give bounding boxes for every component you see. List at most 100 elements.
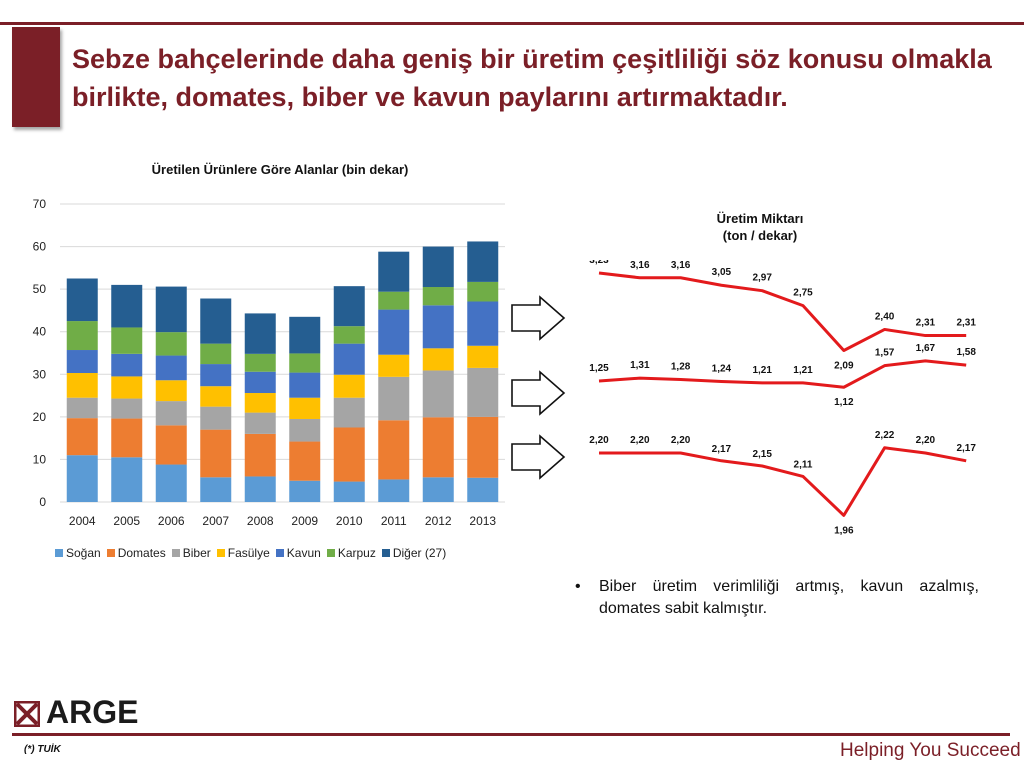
bullet-dot-icon: •	[575, 578, 581, 595]
bar-segment	[200, 343, 232, 365]
data-label: 3,16	[630, 260, 650, 271]
bar-segment	[111, 376, 143, 399]
x-tick-label: 2005	[113, 514, 140, 528]
x-tick-label: 2009	[291, 514, 318, 528]
bar-segment	[200, 406, 232, 430]
arge-logo-mark-icon	[14, 701, 40, 727]
bar-segment	[333, 343, 365, 375]
area-chart-title: Üretilen Ürünlere Göre Alanlar (bin deka…	[151, 162, 409, 177]
data-label: 1,96	[834, 525, 854, 536]
bar-segment	[111, 457, 143, 502]
bar-segment	[244, 313, 276, 354]
bar-segment	[155, 401, 187, 426]
data-label: 1,21	[752, 365, 772, 376]
arrow-right-icon	[511, 370, 566, 416]
data-label: 3,16	[671, 260, 691, 271]
data-label: 2,31	[956, 318, 976, 329]
data-label: 1,67	[916, 343, 936, 354]
bar-segment	[467, 367, 499, 417]
area-stacked-bar-chart: 0 10 20 30 40 50 60 70 2004 2005 2006 2007 2008 2009 2…	[33, 197, 505, 528]
bar-segment	[378, 354, 410, 377]
legend-label: Diğer (27)	[392, 546, 447, 560]
legend-label: Domates	[117, 546, 166, 560]
legend-item: Diğer (27)	[381, 546, 447, 560]
page-title: Sebze bahçelerinde daha geniş bir üretim…	[72, 44, 992, 112]
data-label: 3,05	[712, 267, 732, 278]
y-tick-label: 40	[33, 325, 47, 339]
bar-segment	[111, 327, 143, 354]
bar-segment	[422, 417, 454, 478]
bar-segment	[333, 397, 365, 428]
yield-line-chart: 3,23 3,16 3,16 3,05 2,97 2,75 2,09 2,40 2,31 2,31…	[511, 260, 976, 536]
bar-segment	[200, 298, 232, 344]
bar-segment	[378, 291, 410, 310]
legend-item: Kavun	[275, 546, 321, 560]
yield-chart-title-line2: (ton / dekar)	[722, 228, 798, 243]
x-tick-label: 2008	[247, 514, 274, 528]
bar-segment	[66, 321, 98, 351]
bar-segment	[289, 418, 321, 442]
legend-swatch	[381, 549, 390, 557]
data-label: 1,28	[671, 362, 691, 373]
legend-label: Karpuz	[337, 546, 376, 560]
data-label: 2,20	[916, 435, 936, 446]
bar-segment	[155, 332, 187, 356]
legend-swatch	[55, 549, 63, 557]
yield-chart-title-line1: Üretim Miktarı	[716, 211, 804, 226]
title-accent-block	[12, 27, 60, 127]
bar-segment	[333, 481, 365, 502]
bar-segment	[422, 477, 454, 502]
bar-segment	[333, 286, 365, 327]
bar-segment	[111, 353, 143, 377]
legend-swatch	[216, 549, 225, 557]
bar-segment	[378, 309, 410, 355]
bar-segment	[467, 345, 499, 368]
data-label: 1,57	[875, 348, 895, 359]
bar-segment	[289, 316, 321, 354]
bar-segment	[155, 380, 187, 402]
bar-segment	[289, 397, 321, 419]
bar-segment	[289, 441, 321, 481]
bar-segment	[66, 397, 98, 419]
bar-segment	[111, 398, 143, 419]
bar-segment	[378, 479, 410, 502]
bar-segment	[422, 246, 454, 288]
legend-item: Karpuz	[326, 546, 376, 560]
bar-segment	[244, 412, 276, 434]
bullet-point: • Biber üretim verimliliği artmış, kavun…	[575, 576, 979, 620]
data-label: 2,40	[875, 311, 895, 322]
bar-segment	[289, 372, 321, 398]
bar-segment	[200, 386, 232, 407]
bar-segment	[66, 373, 98, 398]
x-tick-label: 2004	[69, 514, 96, 528]
bar-segment	[66, 418, 98, 456]
bar-segment	[289, 480, 321, 502]
bullet-text: Biber üretim verimliliği artmış, kavun a…	[599, 578, 979, 617]
legend-item: Domates	[106, 546, 166, 560]
bar-segment	[66, 350, 98, 374]
x-tick-label: 2010	[336, 514, 363, 528]
arrow-right-icon	[511, 295, 566, 341]
bar-segment	[467, 477, 499, 502]
area-chart-legend: Soğan Domates Biber Fasülye Kavun Karpuz Diğer…	[55, 546, 515, 560]
bar-segment	[66, 278, 98, 322]
legend-swatch	[171, 549, 180, 557]
bar-segment	[111, 418, 143, 458]
bar-segment	[200, 364, 232, 387]
legend-swatch	[106, 549, 115, 557]
bar-segment	[244, 476, 276, 502]
arrow-right-icon	[511, 434, 566, 480]
bar-segment	[422, 348, 454, 371]
data-label: 1,31	[630, 360, 650, 371]
bar-segment	[378, 420, 410, 480]
y-tick-label: 20	[33, 410, 47, 424]
bar-segment	[200, 429, 232, 478]
y-tick-label: 30	[33, 367, 47, 381]
bar-segment	[422, 287, 454, 306]
tagline: Helping You Succeed	[840, 740, 1021, 761]
yield-series-line	[598, 271, 967, 353]
data-label: 1,12	[834, 397, 854, 408]
legend-swatch	[275, 549, 284, 557]
bar-segment	[200, 477, 232, 502]
bar-segment	[155, 425, 187, 465]
